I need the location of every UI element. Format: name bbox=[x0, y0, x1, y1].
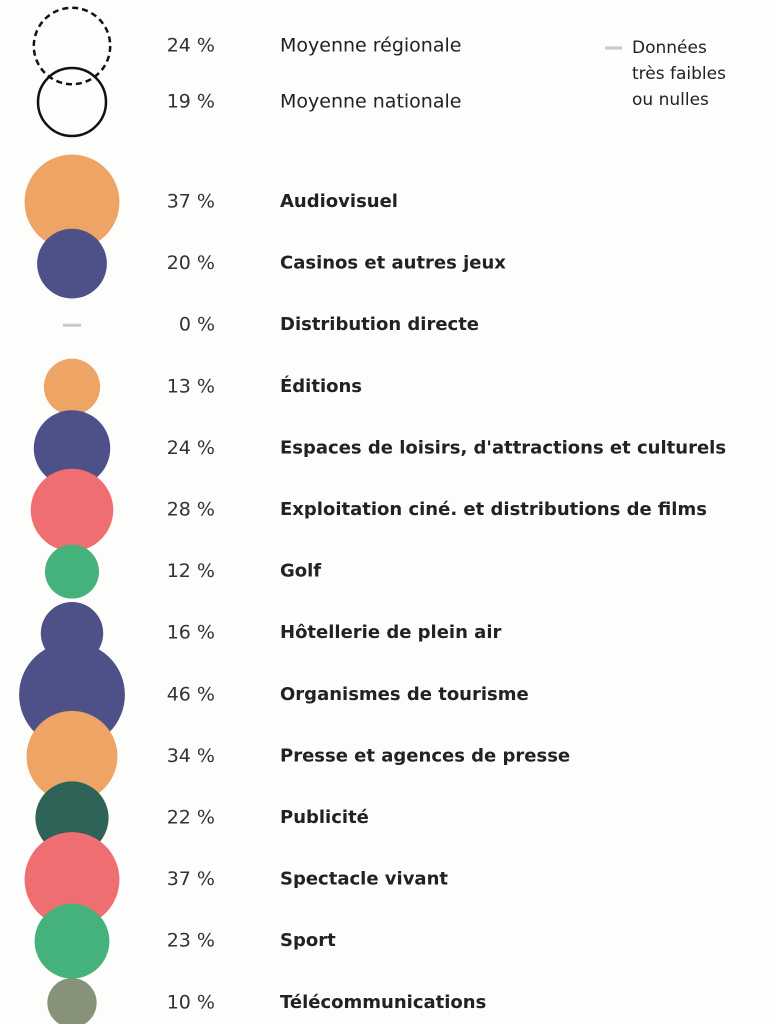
category-label: Organismes de tourisme bbox=[280, 684, 529, 705]
bubble bbox=[37, 228, 107, 299]
category-label: Casinos et autres jeux bbox=[280, 253, 506, 274]
category-label: Éditions bbox=[280, 375, 362, 397]
value-label: 37 % bbox=[167, 868, 215, 890]
category-label: Audiovisuel bbox=[280, 191, 398, 212]
reference-bubble bbox=[36, 66, 108, 138]
value-label: 23 % bbox=[167, 930, 215, 952]
value-label: 0 % bbox=[179, 314, 215, 336]
category-label: Télécommunications bbox=[280, 992, 486, 1013]
category-label: Hôtellerie de plein air bbox=[280, 622, 502, 643]
note-line: ou nulles bbox=[632, 90, 709, 110]
reference-bubble bbox=[32, 6, 112, 86]
bubble bbox=[33, 410, 111, 487]
category-label: Presse et agences de presse bbox=[280, 745, 570, 766]
bubble bbox=[43, 358, 101, 415]
category-label: Spectacle vivant bbox=[280, 869, 448, 890]
value-label: 46 % bbox=[167, 683, 215, 705]
value-label: 16 % bbox=[167, 622, 215, 644]
value-label: 20 % bbox=[167, 252, 215, 274]
category-label: Distribution directe bbox=[280, 314, 479, 335]
value-label: 37 % bbox=[167, 191, 215, 213]
reference-value: 24 % bbox=[167, 35, 215, 57]
bubble bbox=[24, 154, 120, 250]
note-line: Données bbox=[632, 38, 707, 58]
reference-label: Moyenne nationale bbox=[280, 91, 461, 113]
category-label: Publicité bbox=[280, 807, 369, 828]
value-label: 10 % bbox=[167, 991, 215, 1013]
reference-value: 19 % bbox=[167, 91, 215, 113]
reference-label: Moyenne régionale bbox=[280, 35, 461, 57]
value-label: 34 % bbox=[167, 745, 215, 767]
bubble bbox=[24, 832, 120, 928]
value-label: 28 % bbox=[167, 499, 215, 521]
value-label: 13 % bbox=[167, 375, 215, 397]
bubble bbox=[44, 544, 100, 599]
value-label: 22 % bbox=[167, 807, 215, 829]
bubble bbox=[47, 978, 97, 1024]
category-label: Sport bbox=[280, 930, 336, 951]
category-label: Espaces de loisirs, d'attractions et cul… bbox=[280, 437, 726, 458]
bubble bbox=[34, 903, 110, 979]
bubble bbox=[26, 710, 118, 802]
note-line: très faibles bbox=[632, 64, 726, 84]
bubble bbox=[30, 468, 114, 552]
category-label: Exploitation ciné. et distributions de f… bbox=[280, 499, 707, 520]
value-label: 24 % bbox=[167, 437, 215, 459]
value-label: 12 % bbox=[167, 560, 215, 582]
category-label: Golf bbox=[280, 561, 321, 582]
